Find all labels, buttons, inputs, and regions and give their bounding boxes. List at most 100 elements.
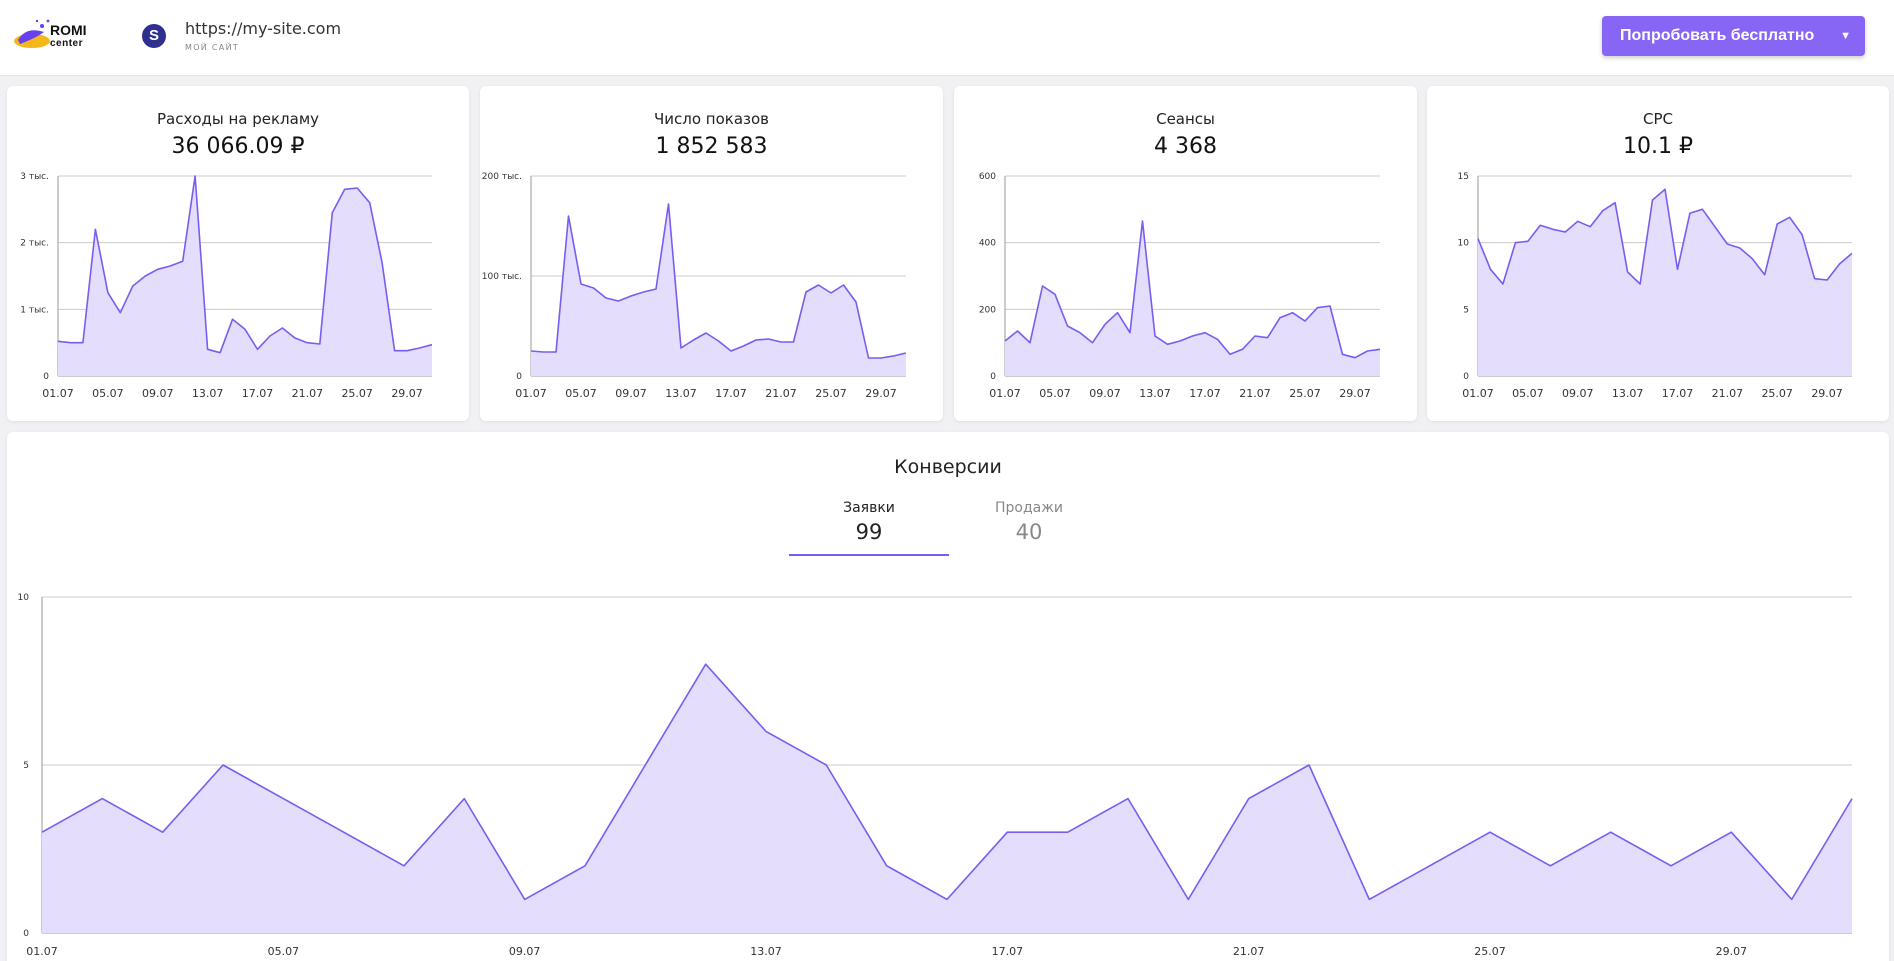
x-tick-label: 21.07 xyxy=(1712,387,1744,400)
conversions-card: Конверсии Заявки 99 Продажи 40 0 5 10 01.07… xyxy=(7,432,1889,961)
logo-word: ROMI xyxy=(50,22,87,38)
y-tick-label: 0 xyxy=(23,929,29,939)
kpi-chart: 0 5 10 15 01.07 05.07 09.07 13.07 17.07 21.07 25.0… xyxy=(1458,172,1853,400)
y-tick-label: 10 xyxy=(18,593,30,603)
series-area xyxy=(58,176,432,376)
chevron-down-icon[interactable]: ▼ xyxy=(1840,30,1851,42)
romi-logo-icon[interactable] xyxy=(8,18,88,58)
tab-leads-value: 99 xyxy=(855,520,883,544)
kpi-title: Расходы на рекламу xyxy=(156,110,320,128)
conversions-title: Конверсии xyxy=(894,456,1002,478)
x-tick-label: 01.07 xyxy=(42,387,74,400)
x-tick-label: 17.07 xyxy=(1189,387,1221,400)
x-tick-label: 13.07 xyxy=(192,387,224,400)
x-tick-label: 05.07 xyxy=(1512,387,1544,400)
tab-sales-value: 40 xyxy=(1015,520,1043,544)
site-url[interactable]: https://my-site.com xyxy=(185,19,342,38)
y-tick-label: 100 тыс. xyxy=(482,272,522,282)
tab-leads-label: Заявки xyxy=(843,500,895,516)
y-tick-label: 3 тыс. xyxy=(20,172,49,182)
logo-text: ROMI center xyxy=(50,22,87,50)
series-line xyxy=(1477,188,1853,285)
kpi-card-ad-spend: Расходы на рекламу 36 066.09 ₽ 0 1 тыс. 2 … xyxy=(7,86,469,421)
x-tick-label: 05.07 xyxy=(268,945,300,958)
series-area xyxy=(1478,189,1852,376)
kpi-value: 1 852 583 xyxy=(655,134,768,159)
kpi-chart: 0 100 тыс. 200 тыс. 01.07 05.07 09.07 13.07 17.… xyxy=(482,172,907,400)
x-tick-label: 01.07 xyxy=(1462,387,1494,400)
x-tick-label: 21.07 xyxy=(292,387,324,400)
x-tick-label: 09.07 xyxy=(509,945,541,958)
x-tick-label: 13.07 xyxy=(1139,387,1171,400)
x-tick-label: 05.07 xyxy=(92,387,124,400)
series-area xyxy=(531,204,906,376)
x-tick-label: 29.07 xyxy=(391,387,423,400)
kpi-title: Сеансы xyxy=(1156,110,1215,128)
try-free-button[interactable]: Попробовать бесплатно ▼ xyxy=(1602,16,1865,56)
y-tick-label: 5 xyxy=(1463,305,1469,315)
y-tick-label: 200 тыс. xyxy=(482,172,522,182)
x-tick-label: 29.07 xyxy=(1716,945,1748,958)
tab-sales[interactable]: Продажи 40 xyxy=(949,500,1109,544)
x-tick-label: 01.07 xyxy=(989,387,1021,400)
x-tick-label: 05.07 xyxy=(1039,387,1071,400)
y-tick-label: 0 xyxy=(516,372,522,382)
series-line xyxy=(1004,220,1381,359)
kpi-card-sessions: Сеансы 4 368 0 200 400 600 01.07 05.07 09.07 13… xyxy=(954,86,1417,421)
series-area xyxy=(42,664,1852,933)
kpi-value: 4 368 xyxy=(1154,134,1217,159)
y-tick-label: 2 тыс. xyxy=(20,239,49,249)
kpi-card-cpc: CPC 10.1 ₽ 0 5 10 15 01.07 05.07 09.07 13.07 17.… xyxy=(1427,86,1889,421)
kpi-chart: 0 1 тыс. 2 тыс. 3 тыс. 01.07 05.07 09.07 13.07 1… xyxy=(20,172,433,400)
y-tick-label: 0 xyxy=(43,372,49,382)
kpi-title: Число показов xyxy=(653,110,770,128)
x-tick-label: 09.07 xyxy=(615,387,647,400)
x-tick-label: 01.07 xyxy=(515,387,547,400)
x-tick-label: 21.07 xyxy=(1233,945,1265,958)
x-tick-label: 25.07 xyxy=(1474,945,1506,958)
kpi-value: 10.1 ₽ xyxy=(1623,134,1693,159)
conversions-chart: 0 5 10 01.07 05.07 09.07 13.07 17.07 21.07 25.07 2… xyxy=(18,593,1853,958)
x-tick-label: 17.07 xyxy=(992,945,1024,958)
kpi-title: CPC xyxy=(1643,110,1673,128)
x-tick-label: 09.07 xyxy=(142,387,174,400)
x-tick-label: 25.07 xyxy=(815,387,847,400)
kpi-card-impressions: Число показов 1 852 583 0 100 тыс. 200 тыс… xyxy=(480,86,943,421)
y-tick-label: 1 тыс. xyxy=(20,305,49,315)
kpi-value: 36 066.09 ₽ xyxy=(171,134,305,159)
x-tick-label: 13.07 xyxy=(665,387,697,400)
y-tick-label: 400 xyxy=(979,239,996,249)
x-tick-label: 17.07 xyxy=(242,387,274,400)
logo-sub: center xyxy=(50,38,84,49)
tab-sales-label: Продажи xyxy=(995,500,1063,516)
y-tick-label: 0 xyxy=(1463,372,1469,382)
x-tick-label: 25.07 xyxy=(341,387,373,400)
series-line xyxy=(530,203,907,359)
y-tick-label: 10 xyxy=(1458,239,1470,249)
x-tick-label: 25.07 xyxy=(1761,387,1793,400)
x-tick-label: 29.07 xyxy=(1811,387,1843,400)
kpi-chart: 0 200 400 600 01.07 05.07 09.07 13.07 17.07 21.07… xyxy=(979,172,1381,400)
tab-leads[interactable]: Заявки 99 xyxy=(789,500,949,544)
x-tick-label: 29.07 xyxy=(1339,387,1371,400)
x-tick-label: 13.07 xyxy=(750,945,782,958)
x-tick-label: 25.07 xyxy=(1289,387,1321,400)
y-tick-label: 5 xyxy=(23,761,29,771)
y-tick-label: 15 xyxy=(1458,172,1469,182)
x-tick-label: 09.07 xyxy=(1089,387,1121,400)
x-tick-label: 09.07 xyxy=(1562,387,1594,400)
x-tick-label: 17.07 xyxy=(1662,387,1694,400)
y-tick-label: 200 xyxy=(979,305,996,315)
x-tick-label: 21.07 xyxy=(765,387,797,400)
active-tab-underline xyxy=(789,554,949,556)
site-caption: МОЙ САЙТ xyxy=(185,43,240,52)
y-tick-label: 600 xyxy=(979,172,996,182)
top-header: ROMI center S https://my-site.com МОЙ СА… xyxy=(0,0,1894,76)
site-avatar[interactable]: S xyxy=(142,24,166,48)
try-free-label: Попробовать бесплатно xyxy=(1620,27,1815,44)
series-line xyxy=(57,175,433,354)
x-tick-label: 01.07 xyxy=(26,945,58,958)
x-tick-label: 29.07 xyxy=(865,387,897,400)
y-tick-label: 0 xyxy=(990,372,996,382)
x-tick-label: 21.07 xyxy=(1239,387,1271,400)
